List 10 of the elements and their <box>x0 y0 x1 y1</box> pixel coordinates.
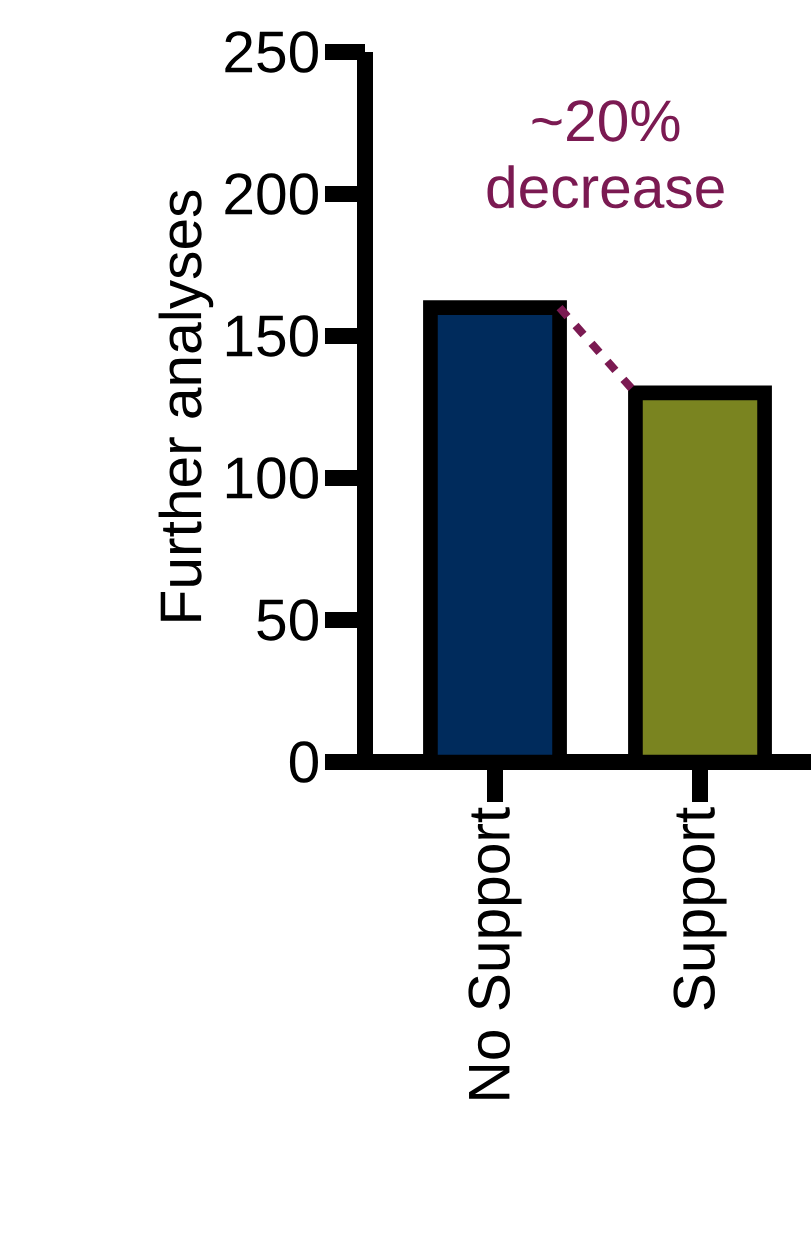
y-tick-label: 250 <box>225 31 318 73</box>
y-tick-label: 200 <box>225 173 318 215</box>
x-tick-label: No Support <box>468 807 522 1099</box>
y-tick-label: 50 <box>257 599 318 641</box>
y-axis-title: Further analyses <box>158 190 214 621</box>
y-tick-label: 100 <box>226 457 318 499</box>
y-tick-label: 0 <box>289 741 318 783</box>
annotation: ~20% decrease <box>487 100 724 209</box>
y-tick-label: 150 <box>226 315 318 357</box>
x-tick-label: Support <box>673 807 727 1010</box>
